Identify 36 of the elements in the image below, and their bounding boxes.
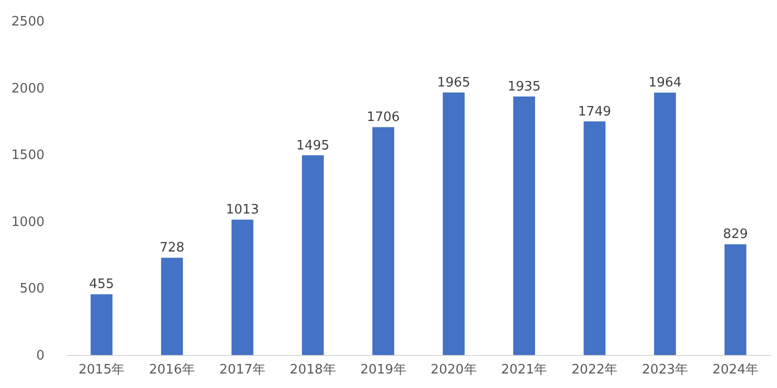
x-tick-label: 2017年 [219,362,266,378]
data-label: 1965 [437,75,470,90]
y-tick-label: 2000 [11,81,44,96]
x-tick-label: 2023年 [642,362,688,378]
data-label: 728 [160,240,184,256]
bar [90,294,112,355]
y-tick-label: 500 [20,282,44,297]
bar [513,96,536,355]
data-label: 1706 [366,110,400,126]
y-tick-label: 2500 [11,14,44,30]
bar [584,121,606,355]
bar [724,244,746,355]
data-label: 1749 [578,104,612,120]
bar [372,127,394,355]
x-tick-label: 2015年 [78,362,125,378]
bar [442,92,465,355]
bar [161,258,183,355]
x-tick-label: 2022年 [572,362,618,378]
data-label: 455 [89,277,114,292]
bar [654,92,676,355]
bar [232,220,254,355]
y-tick-label: 1500 [11,148,44,164]
x-tick-label: 2020年 [430,362,477,378]
data-label: 1013 [226,202,259,218]
x-tick-label: 2018年 [290,362,336,378]
data-label: 1964 [648,76,682,91]
x-tick-label: 2024年 [712,362,758,378]
data-label: 1935 [508,79,541,94]
x-tick-label: 2019年 [360,362,406,378]
y-tick-label: 1000 [11,214,44,230]
y-tick-label: 0 [36,348,44,364]
x-tick-label: 2021年 [501,362,548,378]
x-tick-label: 2016年 [148,362,196,378]
bar [302,155,324,355]
data-label: 1495 [296,138,330,154]
data-label: 829 [723,227,748,242]
